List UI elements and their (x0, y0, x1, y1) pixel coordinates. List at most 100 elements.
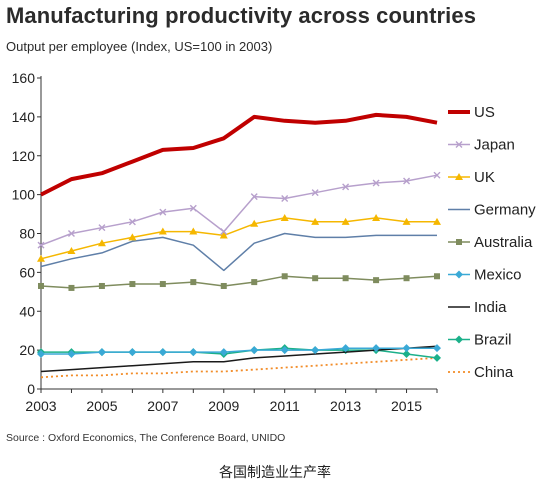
australia-line (40, 275, 438, 289)
series-australia (38, 273, 440, 291)
japan-point (281, 195, 289, 203)
mexico-line (41, 347, 437, 355)
legend-label-china: China (474, 364, 514, 381)
india-line (40, 345, 438, 373)
mexico-point (311, 346, 320, 355)
uk-line (40, 217, 437, 260)
x-tick-label: 2003 (25, 398, 56, 414)
uk-point (433, 217, 441, 225)
y-tick-label: 20 (19, 342, 35, 358)
legend-item-mexico: Mexico (448, 267, 522, 284)
legend-label-mexico: Mexico (474, 267, 522, 284)
legend-label-us: US (474, 104, 495, 121)
australia-point (159, 281, 166, 288)
series-china (40, 357, 438, 379)
japan-point (250, 193, 258, 201)
uk-point (97, 239, 106, 247)
series-us (40, 112, 438, 197)
y-tick-label: 0 (27, 381, 35, 397)
japan-point (189, 204, 197, 212)
chinese-caption: 各国制造业生产率 (219, 465, 331, 481)
uk-point (372, 213, 381, 221)
mexico-point (219, 348, 228, 357)
mexico-point (67, 350, 76, 359)
australia-point (38, 282, 44, 289)
legend-item-australia: Australia (448, 234, 533, 251)
japan-point (372, 179, 380, 187)
mexico-point (250, 346, 259, 355)
x-tick-label: 2013 (330, 398, 361, 414)
mexico-point (158, 348, 167, 357)
legend-item-germany: Germany (448, 202, 536, 219)
australia-point (220, 282, 227, 289)
japan-point (220, 228, 228, 236)
japan-point (433, 171, 441, 179)
legend-mexico-point (455, 270, 463, 279)
brazil-point (402, 350, 411, 359)
brazil-point (433, 353, 441, 362)
y-tick-label: 120 (12, 148, 36, 164)
australia-point (434, 273, 440, 280)
x-tick-label: 2011 (270, 398, 300, 414)
australia-point (68, 284, 75, 291)
series-india (40, 345, 438, 373)
series-uk (37, 213, 441, 262)
x-tick-label: 2007 (147, 398, 178, 414)
legend-label-uk: UK (474, 169, 495, 186)
australia-point (281, 273, 288, 280)
japan-point (403, 177, 411, 185)
source-note: Source : Oxford Economics, The Conferenc… (6, 432, 286, 444)
mexico-point (189, 348, 198, 357)
uk-point (280, 213, 289, 221)
china-line (40, 357, 438, 379)
y-tick-label: 40 (19, 303, 35, 319)
legend-japan-point (455, 141, 463, 148)
australia-point (98, 282, 105, 289)
mexico-point (372, 344, 381, 353)
legend-uk-point (455, 173, 463, 180)
x-tick-label: 2005 (86, 398, 117, 414)
uk-point (189, 227, 198, 235)
uk-point (250, 219, 259, 227)
japan-line (40, 174, 438, 246)
mexico-point (341, 344, 350, 353)
y-tick-label: 80 (19, 226, 35, 242)
japan-point (159, 208, 167, 216)
series-layer (37, 112, 441, 379)
australia-point (129, 281, 136, 288)
legend-brazil-point (455, 335, 463, 344)
legend-item-us: US (448, 104, 495, 121)
mexico-point (402, 344, 411, 353)
legend-label-japan: Japan (474, 137, 515, 154)
australia-point (312, 275, 319, 282)
japan-point (37, 241, 45, 249)
germany-line (40, 232, 437, 272)
series-mexico (37, 344, 441, 359)
legend-label-india: India (474, 299, 507, 316)
uk-point (311, 217, 320, 225)
australia-point (342, 275, 349, 282)
y-tick-label: 160 (12, 70, 36, 86)
mexico-point (280, 346, 289, 355)
australia-point (251, 279, 258, 286)
legend-australia-point (456, 239, 462, 245)
uk-point (341, 217, 350, 225)
y-tick-label: 60 (19, 264, 35, 280)
mexico-point (128, 348, 137, 357)
us-line (40, 112, 438, 197)
legend-item-uk: UK (448, 169, 495, 186)
uk-point (67, 246, 76, 254)
y-tick-label: 140 (12, 109, 36, 125)
chart-subtitle: Output per employee (Index, US=100 in 20… (6, 39, 273, 54)
australia-point (373, 277, 380, 284)
x-tick-label: 2009 (208, 398, 239, 414)
japan-point (311, 189, 319, 197)
australia-point (190, 279, 197, 286)
uk-point (37, 254, 45, 262)
series-germany (40, 232, 437, 272)
mexico-point (97, 348, 106, 357)
uk-point (402, 217, 411, 225)
y-tick-label: 100 (12, 187, 36, 203)
